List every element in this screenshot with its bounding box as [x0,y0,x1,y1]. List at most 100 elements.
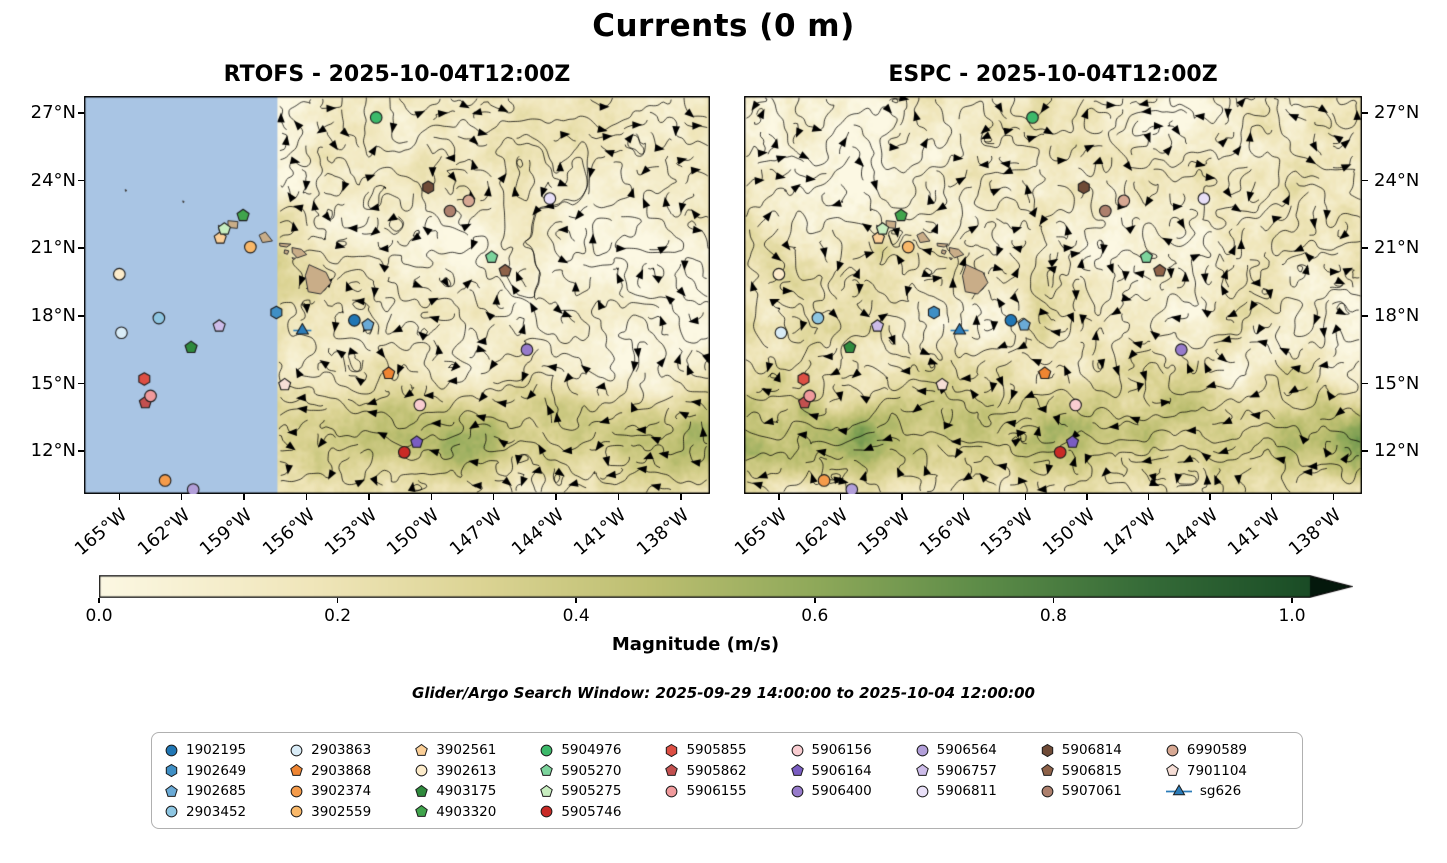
x-tick-mark [839,494,842,500]
legend-entry: 5905275 [539,781,664,802]
legend-label: 5906814 [1061,742,1122,759]
float-marker-icon [290,805,303,818]
legend-entry: 5906815 [1040,761,1165,782]
float-marker-icon [165,764,178,778]
legend-label: 5905746 [561,803,622,820]
float-marker-icon [290,764,303,777]
legend-label: 2903863 [311,742,372,759]
x-tick-mark [1147,494,1150,500]
legend-label: 5906155 [686,783,747,800]
legend-label: 5905270 [561,762,622,779]
espc-map-canvas [744,96,1362,494]
legend-entry: 3902559 [289,802,414,823]
legend-entry: 5906156 [790,740,915,761]
legend-label: 3902559 [311,803,372,820]
legend-entry: 3902561 [414,740,539,761]
figure-title: Currents (0 m) [592,8,855,44]
float-marker-icon [165,784,178,797]
lat-tick-label: 24°N [30,169,76,191]
legend-entry: 5905862 [664,761,789,782]
legend-entry: 5905270 [539,761,664,782]
legend-entry: 5906814 [1040,740,1165,761]
float-marker-icon [916,785,929,798]
colorbar-tick-label: 0.8 [1039,606,1067,626]
y-tick-mark [1362,247,1368,249]
float-marker-icon [540,764,554,777]
legend-entry: 6990589 [1165,740,1290,761]
glider-track-icon [1165,783,1192,795]
legend-column: 5906814 5906815 5907061 [1040,740,1165,802]
legend-label: 3902561 [436,742,497,759]
float-marker-icon [1041,785,1054,798]
legend-column: 2903863 2903868 3902374 3902559 [289,740,414,822]
float-marker-icon [540,744,553,757]
lat-tick-label: 21°N [30,237,76,259]
panel-title-rtofs: RTOFS - 2025-10-04T12:00Z [223,62,571,87]
legend-label: 5905862 [686,762,747,779]
float-marker-icon [165,744,178,757]
float-marker-icon [666,785,678,798]
legend-entry: 5907061 [1040,781,1165,802]
float-legend: 1902195 1902649 1902685 2903452 2903863 29038… [151,732,1303,829]
legend-entry: 2903863 [289,740,414,761]
lat-tick-label: 12°N [30,440,76,462]
legend-label: 6990589 [1186,742,1247,759]
lat-tick-label: 21°N [1374,237,1420,259]
float-marker-icon [1040,764,1054,777]
x-tick-mark [901,494,903,500]
x-tick-mark [368,494,370,500]
legend-entry: 3902613 [414,761,539,782]
float-marker-icon [1166,764,1179,777]
legend-label: 1902195 [186,742,247,759]
legend-label: 1902649 [186,762,247,779]
float-marker-icon [540,784,554,797]
legend-entry: 1902685 [164,781,289,802]
x-tick-mark [492,494,495,500]
x-tick-mark [243,494,245,500]
y-tick-mark [78,247,84,249]
lat-tick-label: 15°N [1374,372,1420,394]
legend-label: 5906156 [811,742,872,759]
y-tick-mark [1362,179,1368,182]
x-tick-mark [1209,494,1211,500]
colorbar-tick-label: 1.0 [1278,606,1306,626]
colorbar-tick-mark [98,598,100,603]
colorbar-canvas [99,575,1353,598]
float-marker-icon [290,744,303,757]
legend-column: 5905855 5905862 5906155 [664,740,789,802]
legend-entry: 5905855 [664,740,789,761]
legend-label: 4903175 [436,783,497,800]
float-marker-icon [916,744,929,757]
legend-entry: 5906164 [790,761,915,782]
x-tick-mark [1270,494,1273,500]
legend-label: sg626 [1199,783,1242,800]
legend-column: 6990589 7901104 sg626 [1165,740,1290,802]
colorbar-tick-mark [336,598,339,603]
legend-label: 3902613 [436,762,497,779]
legend-entry: 7901104 [1165,761,1290,782]
colorbar-tick-label: 0.6 [801,606,829,626]
y-tick-mark [1362,450,1368,452]
colorbar-label: Magnitude (m/s) [611,634,780,655]
legend-entry: 4903175 [414,781,539,802]
legend-column: 5904976 5905270 5905275 5905746 [539,740,664,822]
legend-label: 5905855 [686,742,747,759]
y-tick-mark [78,450,84,452]
panel-title-espc: ESPC - 2025-10-04T12:00Z [888,62,1218,87]
x-tick-mark [430,494,433,500]
legend-entry: 5904976 [539,740,664,761]
legend-label: 5906164 [811,762,872,779]
float-marker-icon [791,785,803,798]
y-tick-mark [1362,112,1368,114]
lat-tick-label: 27°N [30,101,76,123]
legend-entry: 5906400 [790,781,915,802]
legend-entry: 5906757 [915,761,1040,782]
legend-entry: sg626 [1165,781,1290,802]
colorbar-tick-mark [1052,598,1055,603]
legend-label: 5906757 [936,762,997,779]
legend-entry: 5906811 [915,781,1040,802]
float-marker-icon [1166,744,1179,757]
x-tick-mark [680,494,682,500]
lat-tick-label: 12°N [1374,440,1420,462]
search-window-note: Glider/Argo Search Window: 2025-09-29 14… [412,684,1035,702]
